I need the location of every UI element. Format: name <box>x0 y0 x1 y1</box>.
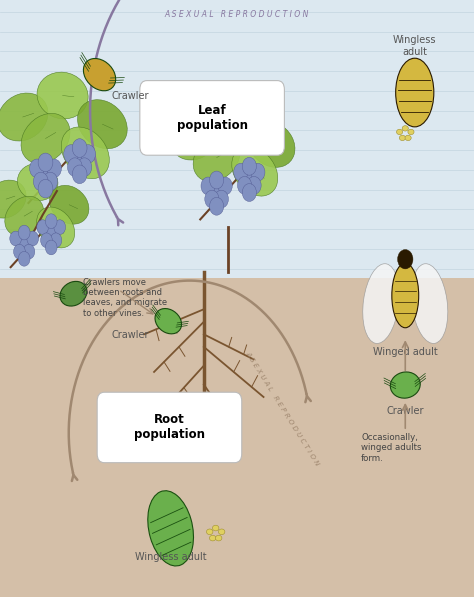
Circle shape <box>64 144 79 164</box>
Circle shape <box>27 231 38 246</box>
Ellipse shape <box>61 127 109 179</box>
Circle shape <box>67 158 82 177</box>
Circle shape <box>242 158 256 175</box>
Ellipse shape <box>405 135 411 141</box>
Circle shape <box>210 171 224 189</box>
Text: A S E X U A L   R E P R O D U C T I O N: A S E X U A L R E P R O D U C T I O N <box>165 10 309 20</box>
Text: Root
population: Root population <box>134 414 205 441</box>
Circle shape <box>10 231 21 246</box>
Ellipse shape <box>219 529 225 535</box>
Circle shape <box>50 233 62 248</box>
Ellipse shape <box>171 114 219 160</box>
Circle shape <box>29 159 45 178</box>
Circle shape <box>23 244 35 259</box>
Text: A S E X U A L   R E P R O D U C T I O N: A S E X U A L R E P R O D U C T I O N <box>244 351 320 467</box>
Circle shape <box>33 172 48 191</box>
Ellipse shape <box>193 134 240 181</box>
Circle shape <box>43 172 58 191</box>
Ellipse shape <box>215 536 222 541</box>
Ellipse shape <box>83 59 116 91</box>
Bar <box>0 0 474 278</box>
Ellipse shape <box>363 264 399 343</box>
Circle shape <box>81 144 96 164</box>
Circle shape <box>38 179 53 198</box>
Ellipse shape <box>396 58 434 127</box>
Circle shape <box>205 190 219 208</box>
Circle shape <box>72 150 87 170</box>
Ellipse shape <box>212 525 219 531</box>
Text: Wingless
adult: Wingless adult <box>393 35 437 57</box>
Circle shape <box>234 164 248 181</box>
Ellipse shape <box>78 100 127 149</box>
Circle shape <box>210 183 224 201</box>
Circle shape <box>14 244 25 259</box>
Ellipse shape <box>247 121 295 167</box>
Circle shape <box>46 240 57 255</box>
Circle shape <box>247 177 261 194</box>
Ellipse shape <box>209 94 257 139</box>
Circle shape <box>38 165 53 184</box>
Ellipse shape <box>392 263 419 328</box>
Text: Occasionally,
winged adults
form.: Occasionally, winged adults form. <box>361 433 422 463</box>
Ellipse shape <box>408 129 414 135</box>
Circle shape <box>37 220 48 235</box>
Ellipse shape <box>36 207 75 248</box>
Circle shape <box>242 184 256 201</box>
Text: Crawler: Crawler <box>111 330 149 340</box>
Text: Leaf
population: Leaf population <box>177 104 248 131</box>
Bar <box>0 278 474 597</box>
Circle shape <box>242 170 256 187</box>
Circle shape <box>398 250 413 269</box>
Ellipse shape <box>18 164 58 201</box>
Circle shape <box>46 159 62 178</box>
Circle shape <box>54 220 65 235</box>
Ellipse shape <box>232 147 278 196</box>
Text: Crawler: Crawler <box>386 406 424 416</box>
Circle shape <box>18 251 30 266</box>
Circle shape <box>46 226 57 241</box>
Ellipse shape <box>155 309 182 334</box>
Circle shape <box>18 225 30 240</box>
Ellipse shape <box>60 281 87 306</box>
Circle shape <box>72 139 87 158</box>
Circle shape <box>77 158 92 177</box>
Text: Winged adult: Winged adult <box>373 347 438 358</box>
Text: Crawler: Crawler <box>111 91 149 101</box>
Ellipse shape <box>390 372 420 398</box>
Ellipse shape <box>21 113 70 164</box>
Circle shape <box>18 237 30 252</box>
Circle shape <box>46 214 57 229</box>
Circle shape <box>210 198 224 215</box>
Ellipse shape <box>148 491 193 566</box>
Circle shape <box>218 177 232 195</box>
Circle shape <box>201 177 215 195</box>
Circle shape <box>41 233 52 248</box>
Ellipse shape <box>411 264 448 343</box>
Ellipse shape <box>0 93 48 141</box>
Circle shape <box>38 153 53 172</box>
Circle shape <box>214 190 228 208</box>
Circle shape <box>251 164 265 181</box>
Ellipse shape <box>0 180 26 218</box>
Ellipse shape <box>207 529 213 535</box>
Ellipse shape <box>396 129 402 135</box>
Ellipse shape <box>402 125 408 131</box>
Circle shape <box>72 165 87 184</box>
Circle shape <box>237 177 252 194</box>
Ellipse shape <box>5 196 44 236</box>
Text: Wingless adult: Wingless adult <box>135 552 207 562</box>
Ellipse shape <box>37 72 88 119</box>
Ellipse shape <box>210 536 216 541</box>
FancyBboxPatch shape <box>140 81 284 155</box>
FancyBboxPatch shape <box>97 392 242 463</box>
Ellipse shape <box>49 186 89 224</box>
Text: Crawlers move
between roots and
leaves, and migrate
to other vines.: Crawlers move between roots and leaves, … <box>83 278 167 318</box>
Ellipse shape <box>399 135 405 141</box>
